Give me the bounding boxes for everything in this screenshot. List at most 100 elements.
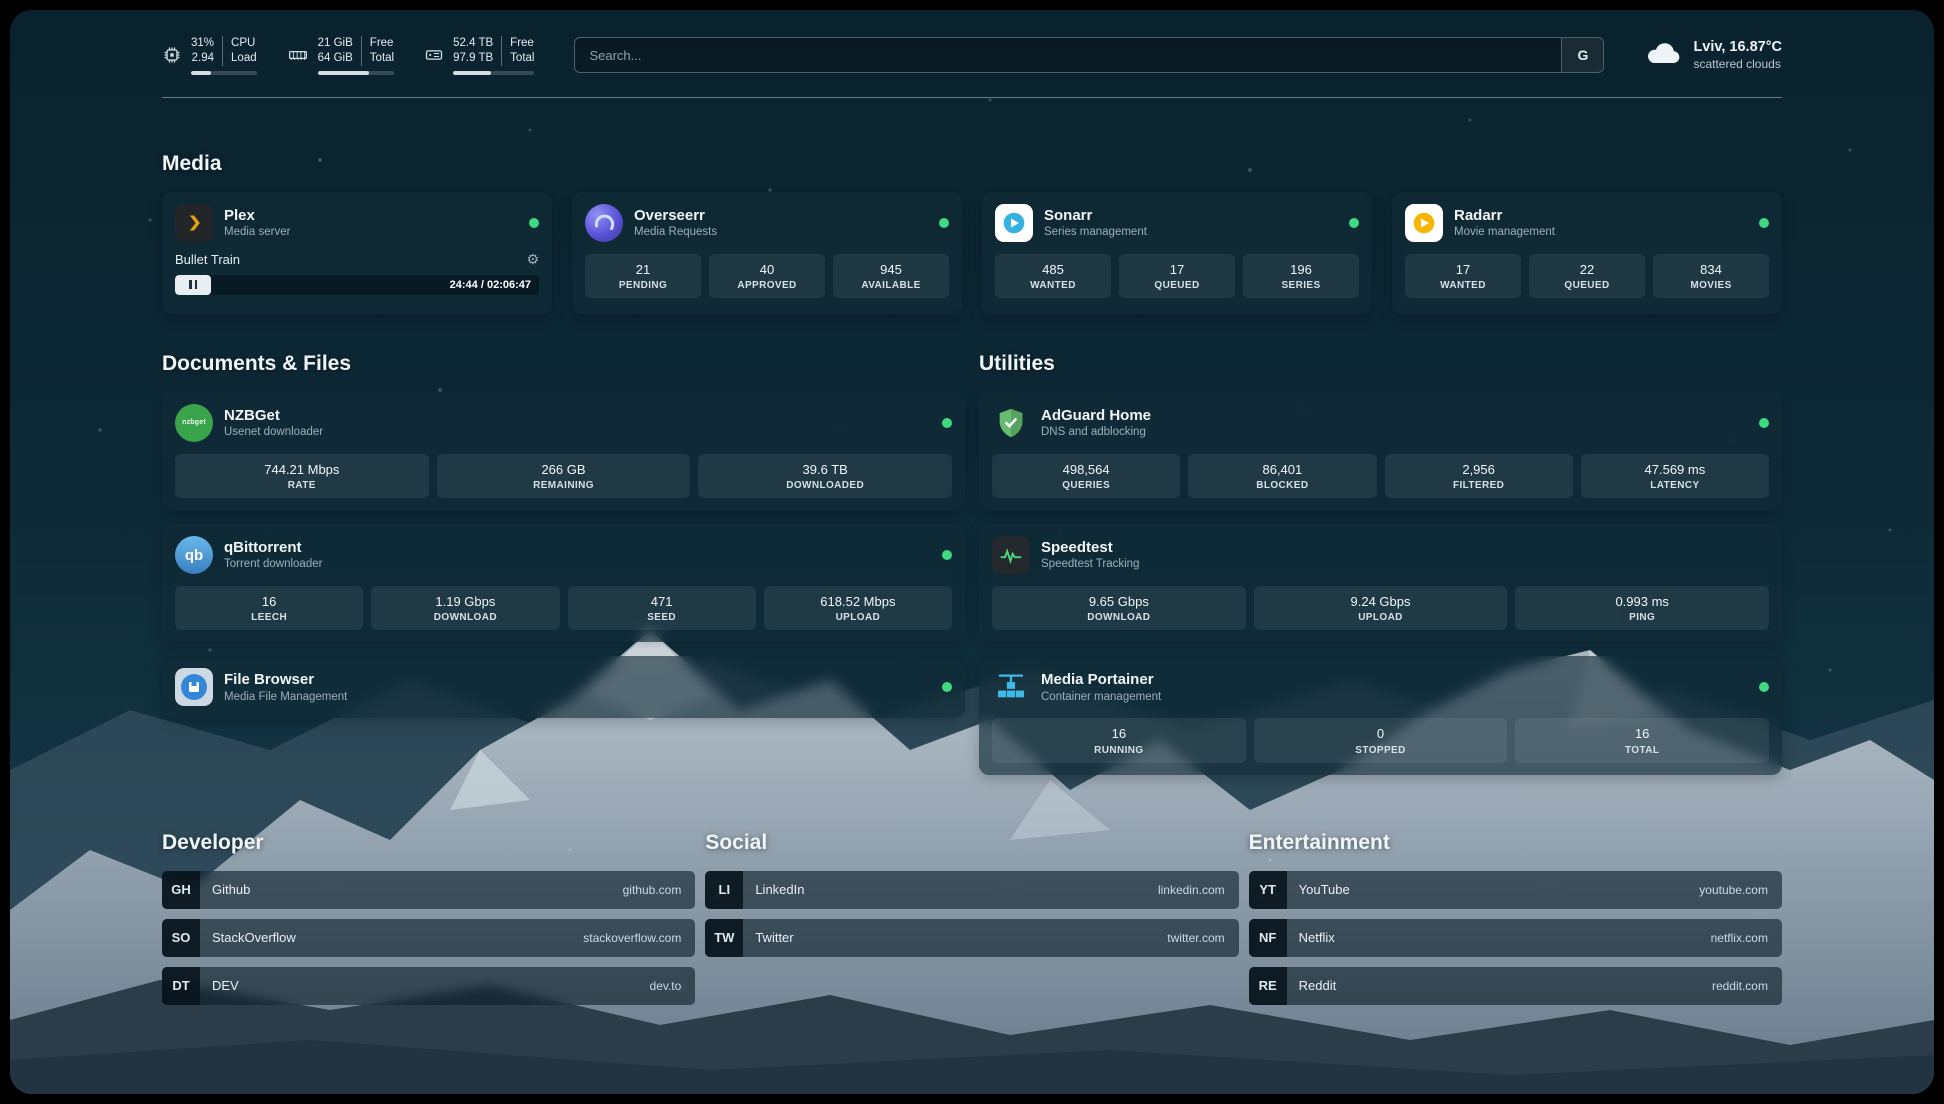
- app-name: Overseerr: [634, 206, 705, 224]
- memory-free: 21 GiB: [317, 37, 353, 49]
- disk-widget: 52.4 TB 97.9 TB Free Total: [424, 36, 535, 75]
- qbittorrent-icon: qb: [175, 536, 213, 575]
- search-engine-button[interactable]: G: [1561, 38, 1604, 73]
- status-dot: [1759, 417, 1769, 428]
- search-bar: G: [574, 37, 1605, 74]
- bookmark-stackoverflow[interactable]: SO StackOverflow stackoverflow.com: [162, 918, 696, 957]
- app-card-overseerr: Overseerr Media Requests 21 PENDING 40 A…: [572, 191, 962, 314]
- cpu-chip-icon: [162, 45, 182, 65]
- section-developer: Developer GH Github github.com SO StackO…: [162, 831, 696, 1015]
- app-subtitle: Movie management: [1454, 226, 1555, 239]
- cpu-loadavg: 2.94: [191, 51, 215, 64]
- app-link-plex[interactable]: Plex Media server: [175, 203, 539, 242]
- app-subtitle: Torrent downloader: [224, 558, 323, 571]
- youtube-icon: YT: [1248, 870, 1287, 909]
- stat-download: 1.19 Gbps DOWNLOAD: [371, 586, 560, 631]
- stats-row: 17 WANTED 22 QUEUED 834 MOVIES: [1405, 253, 1769, 299]
- twitter-icon: TW: [705, 918, 744, 957]
- playback-progress-bar[interactable]: 24:44 / 02:06:47: [175, 274, 539, 295]
- stat-blocked: 86,401 BLOCKED: [1188, 453, 1377, 499]
- section-title-media: Media: [162, 151, 222, 175]
- stat-upload: 9.24 Gbps UPLOAD: [1253, 586, 1508, 631]
- app-link-adguard[interactable]: AdGuard Home DNS and adblocking: [992, 404, 1769, 442]
- stat-ping: 0.993 ms PING: [1515, 586, 1770, 631]
- section-title-entertainment: Entertainment: [1248, 830, 1390, 854]
- status-dot: [939, 217, 949, 228]
- stat-rate: 744.21 Mbps RATE: [175, 453, 429, 499]
- app-link-radarr[interactable]: Radarr Movie management: [1405, 203, 1769, 242]
- stats-row: 9.65 Gbps DOWNLOAD 9.24 Gbps UPLOAD 0.99…: [992, 586, 1770, 631]
- section-title-documents: Documents & Files: [162, 351, 352, 375]
- weather-widget: Lviv, 16.87°C scattered clouds: [1644, 39, 1782, 72]
- stat-queries: 498,564 QUERIES: [992, 453, 1181, 499]
- disk-progress-bar: [453, 70, 535, 75]
- portainer-crane-icon: [992, 668, 1030, 706]
- sonarr-icon: [995, 203, 1033, 242]
- app-link-portainer[interactable]: Media Portainer Container management: [992, 668, 1769, 706]
- section-utilities: Utilities AdGuard Home DNS and adblockin…: [979, 352, 1782, 775]
- bookmark-linkedin[interactable]: LI LinkedIn linkedin.com: [705, 870, 1239, 909]
- stat-series: 196 SERIES: [1243, 253, 1359, 299]
- status-dot: [942, 682, 952, 693]
- app-name: NZBGet: [224, 406, 280, 424]
- section-social: Social LI LinkedIn linkedin.com TW Twitt…: [705, 831, 1239, 967]
- app-subtitle: Speedtest Tracking: [1041, 558, 1140, 571]
- app-subtitle: DNS and adblocking: [1041, 426, 1146, 439]
- app-name: Sonarr: [1044, 206, 1093, 224]
- app-link-sonarr[interactable]: Sonarr Series management: [995, 203, 1359, 242]
- stats-row: 744.21 Mbps RATE 266 GB REMAINING 39.6 T…: [175, 453, 953, 499]
- stat-latency: 47.569 ms LATENCY: [1580, 453, 1769, 499]
- app-link-nzbget[interactable]: nzbget NZBGet Usenet downloader: [175, 403, 952, 442]
- disk-progress-fill: [453, 70, 492, 75]
- speedtest-pulse-icon: [992, 536, 1030, 575]
- cpu-label: CPU: [231, 37, 256, 49]
- bookmark-dev[interactable]: DT DEV dev.to: [162, 966, 696, 1005]
- pause-icon[interactable]: [188, 280, 199, 290]
- memory-free-label: Free: [369, 37, 394, 49]
- netflix-icon: NF: [1248, 918, 1287, 957]
- github-icon: GH: [162, 870, 200, 909]
- memory-progress-bar: [317, 70, 395, 75]
- bookmark-twitter[interactable]: TW Twitter twitter.com: [705, 918, 1239, 957]
- playback-time: 24:44 / 02:06:47: [449, 278, 531, 291]
- cloud-icon: [1644, 39, 1682, 72]
- reddit-icon: RE: [1248, 966, 1287, 1005]
- bookmark-reddit[interactable]: RE Reddit reddit.com: [1248, 966, 1782, 1005]
- stat-filtered: 2,956 FILTERED: [1384, 453, 1573, 499]
- radarr-icon: [1405, 203, 1443, 242]
- dashboard-frame: 31% 2.94 CPU Load: [10, 10, 1934, 1094]
- app-subtitle: Usenet downloader: [224, 426, 324, 439]
- app-link-qbittorrent[interactable]: qb qBittorrent Torrent downloader: [175, 536, 952, 575]
- section-documents: Documents & Files nzbget NZBGet Usenet d…: [162, 352, 965, 719]
- app-name: Radarr: [1454, 206, 1503, 224]
- stat-downloaded: 39.6 TB DOWNLOADED: [698, 453, 953, 499]
- app-name: AdGuard Home: [1041, 406, 1152, 424]
- settings-gear-icon[interactable]: ⚙: [526, 251, 539, 268]
- stackoverflow-icon: SO: [162, 918, 200, 957]
- bookmark-netflix[interactable]: NF Netflix netflix.com: [1248, 918, 1782, 957]
- stat-wanted: 485 WANTED: [995, 253, 1111, 299]
- search-input[interactable]: [575, 38, 1562, 73]
- stat-queued: 22 QUEUED: [1529, 253, 1645, 299]
- bookmark-youtube[interactable]: YT YouTube youtube.com: [1248, 870, 1782, 909]
- disk-free-label: Free: [510, 37, 534, 49]
- app-subtitle: Media server: [224, 226, 291, 239]
- stat-approved: 40 APPROVED: [709, 253, 825, 299]
- status-dot: [942, 550, 952, 561]
- bookmark-github[interactable]: GH Github github.com: [162, 870, 696, 909]
- app-link-speedtest[interactable]: Speedtest Speedtest Tracking: [992, 536, 1769, 575]
- stats-row: 498,564 QUERIES 86,401 BLOCKED 2,956 FIL…: [992, 453, 1769, 499]
- ram-icon: [287, 45, 309, 65]
- app-link-filebrowser[interactable]: File Browser Media File Management: [175, 668, 952, 707]
- cpu-load-label: Load: [231, 51, 257, 64]
- app-name: qBittorrent: [224, 538, 302, 556]
- cpu-progress-fill: [191, 70, 212, 75]
- weather-location: Lviv, 16.87°C: [1693, 39, 1782, 56]
- app-card-plex: Plex Media server Bullet Train ⚙ 24:44: [162, 191, 552, 314]
- app-link-overseerr[interactable]: Overseerr Media Requests: [585, 203, 949, 242]
- widget-separator: [222, 36, 224, 66]
- stat-seed: 471 SEED: [567, 586, 756, 631]
- app-card-portainer: Media Portainer Container management 16 …: [979, 656, 1782, 775]
- stat-queued: 17 QUEUED: [1119, 253, 1235, 299]
- app-card-speedtest: Speedtest Speedtest Tracking 9.65 Gbps D…: [979, 524, 1782, 643]
